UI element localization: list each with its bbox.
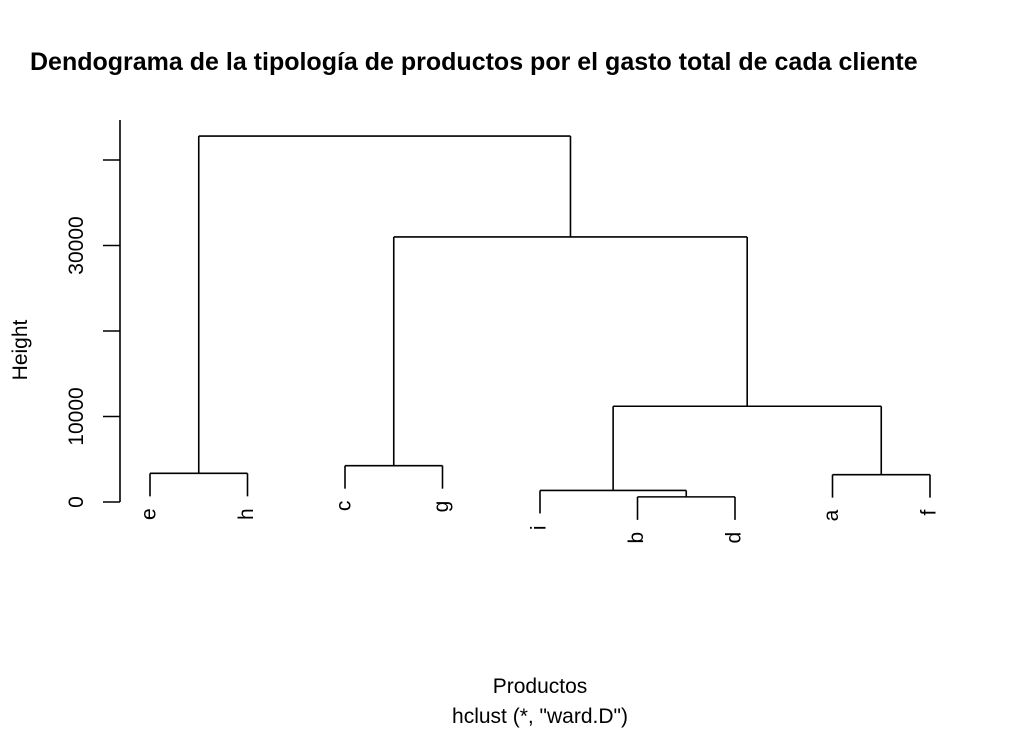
leaf-label-c: c bbox=[333, 501, 356, 512]
y-tick-label: 30000 bbox=[65, 216, 88, 274]
chart-title: Dendograma de la tipología de productos … bbox=[30, 48, 918, 76]
x-axis-label: Productos bbox=[493, 675, 588, 698]
merge-m_af bbox=[831, 473, 931, 498]
leaf-label-d: d bbox=[723, 532, 746, 544]
y-tick-label: 10000 bbox=[65, 387, 88, 445]
leaf-labels: e h c g i b d a f bbox=[138, 501, 941, 544]
merge-m_i_bd bbox=[539, 489, 688, 514]
merge-m_cg bbox=[344, 464, 444, 489]
leaf-label-b: b bbox=[625, 532, 648, 544]
merge-m_cg_rest bbox=[392, 236, 748, 466]
leaf-label-e: e bbox=[138, 508, 161, 520]
y-axis: 0 10000 30000 bbox=[65, 120, 121, 508]
merge-m_bd bbox=[636, 496, 736, 520]
y-tick-label: 0 bbox=[65, 496, 88, 508]
leaf-label-g: g bbox=[430, 501, 453, 513]
leaf-label-h: h bbox=[235, 508, 258, 520]
leaf-label-a: a bbox=[820, 509, 843, 521]
leaf-label-i: i bbox=[528, 525, 551, 530]
merge-m_eh bbox=[149, 472, 249, 497]
leaf-label-f: f bbox=[918, 509, 941, 515]
merge-m_root bbox=[197, 135, 572, 474]
y-axis-label: Height bbox=[9, 319, 32, 380]
method-sublabel: hclust (*, "ward.D") bbox=[452, 705, 628, 728]
dendrogram-links bbox=[149, 135, 931, 520]
merge-m_ibd_af bbox=[612, 405, 883, 491]
